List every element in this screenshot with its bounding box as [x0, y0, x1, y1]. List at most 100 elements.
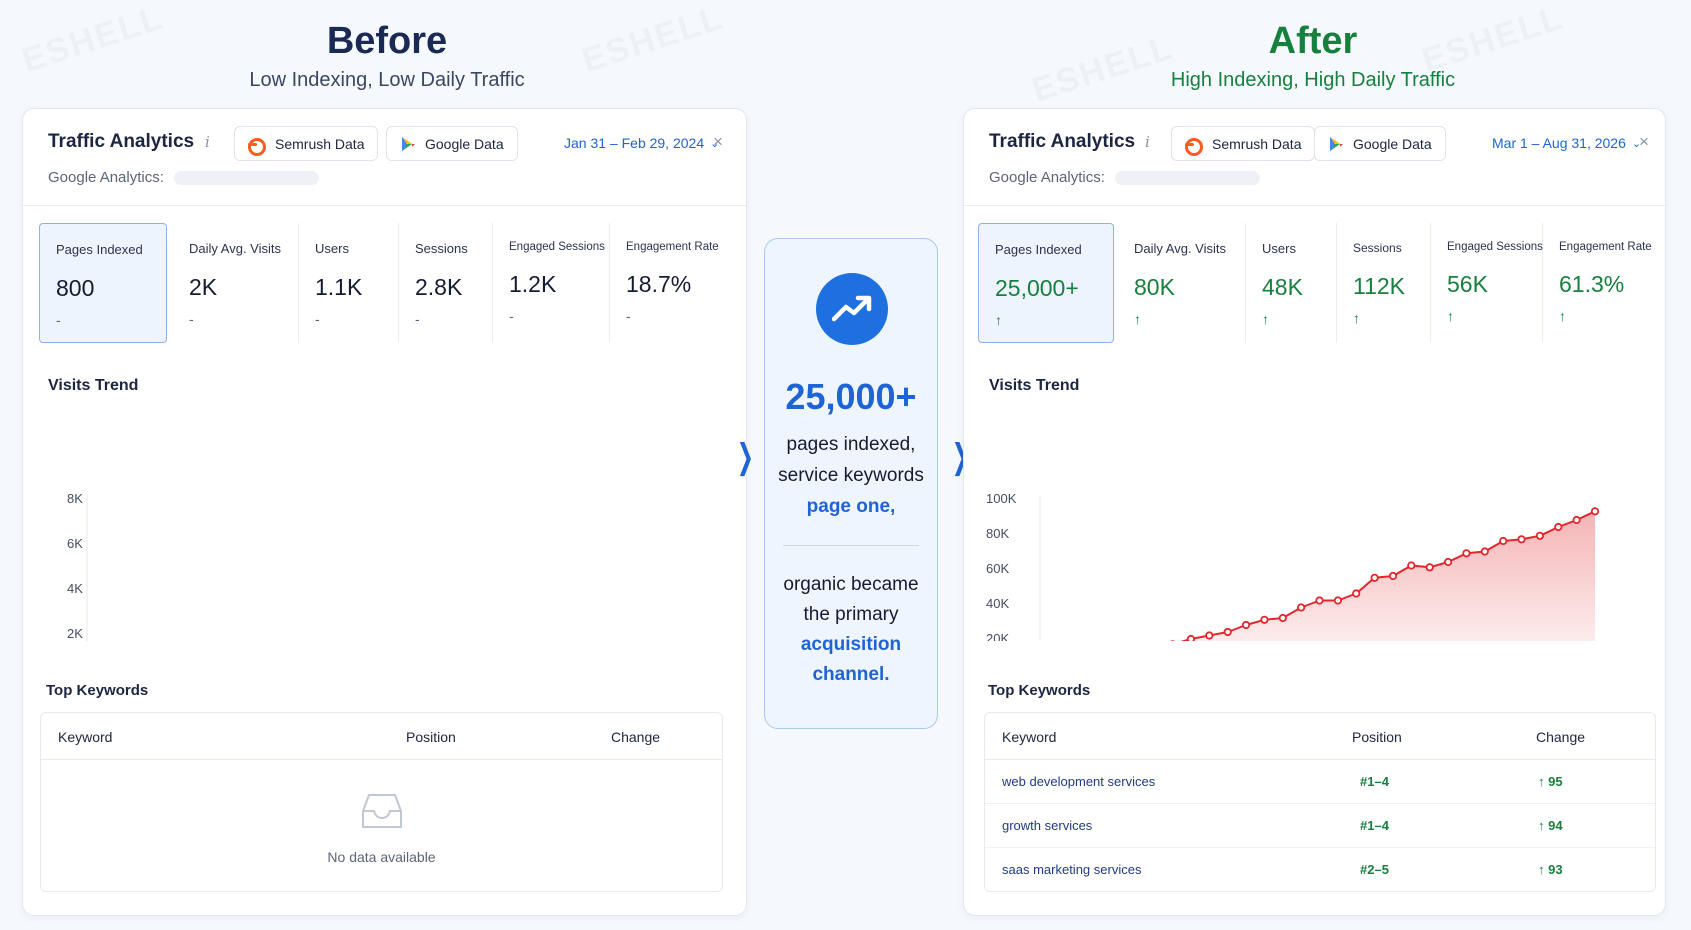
- metric-value: 2.8K: [415, 274, 463, 300]
- metric-daily-visits[interactable]: Daily Avg. Visits 80K ↑: [1114, 223, 1246, 343]
- data-point: [1480, 547, 1489, 556]
- top-keywords-title: Top Keywords: [988, 682, 1091, 699]
- summary-highlight: acquisition: [800, 634, 902, 655]
- summary-line: organic became: [783, 574, 919, 595]
- metric-engaged-sessions[interactable]: Engaged Sessions 56K ↑: [1431, 223, 1543, 343]
- metric-value: 1.1K: [315, 274, 363, 300]
- date-range-label: Jan 31 – Feb 29, 2024: [564, 135, 705, 151]
- after-analytics-panel: Traffic Analytics i Semrush Data Google …: [963, 108, 1666, 916]
- google-data-button[interactable]: Google Data: [386, 126, 518, 161]
- close-icon[interactable]: ×: [713, 132, 723, 151]
- metric-engagement-rate[interactable]: Engagement Rate 18.7% -: [610, 223, 728, 343]
- metric-pages-indexed[interactable]: Pages Indexed 800 -: [39, 223, 167, 343]
- summary-line: acquisition: [765, 629, 937, 660]
- chevron-down-icon: ⌄: [710, 137, 720, 150]
- semrush-data-button[interactable]: Semrush Data: [234, 126, 379, 161]
- metric-value: 112K: [1353, 273, 1406, 299]
- empty-state-text: No data available: [327, 849, 436, 865]
- metric-daily-visits[interactable]: Daily Avg. Visits 2K -: [167, 223, 299, 343]
- metric-engaged-sessions[interactable]: Engaged Sessions 1.2K -: [493, 223, 610, 343]
- data-point: [1205, 631, 1214, 640]
- data-point: [1315, 596, 1324, 605]
- column-keyword: Keyword: [58, 729, 113, 745]
- data-point: [1333, 596, 1342, 605]
- table-row[interactable]: saas marketing services #2–5 ↑ 93: [985, 848, 1655, 892]
- y-tick-label: 60K: [986, 561, 1009, 576]
- metric-trend: ↑: [1447, 308, 1454, 324]
- metric-users[interactable]: Users 48K ↑: [1246, 223, 1337, 343]
- summary-highlight: page one,: [806, 496, 896, 517]
- metric-label: Daily Avg. Visits: [1134, 241, 1227, 256]
- metric-trend: -: [626, 308, 631, 324]
- y-tick-label: 2K: [67, 626, 83, 641]
- metric-label: Daily Avg. Visits: [189, 241, 282, 256]
- ga-account-redacted: [173, 170, 319, 185]
- metrics-row: Pages Indexed 800 - Daily Avg. Visits 2K…: [39, 223, 728, 343]
- metric-value: 1.2K: [509, 271, 557, 297]
- keyword-cell: web development services: [1002, 774, 1156, 789]
- column-position: Position: [406, 729, 456, 745]
- y-tick-label: 6K: [67, 536, 83, 551]
- panel-title: Traffic Analytics: [989, 131, 1136, 152]
- semrush-data-button[interactable]: Semrush Data: [1171, 126, 1316, 161]
- metric-value: 25,000+: [995, 275, 1079, 301]
- metric-value: 2K: [189, 274, 218, 300]
- metric-users[interactable]: Users 1.1K -: [299, 223, 399, 343]
- data-point: [1572, 515, 1581, 525]
- date-range-selector[interactable]: Mar 1 – Aug 31, 2026 ⌄: [1492, 135, 1641, 151]
- metric-trend: ↑: [1134, 311, 1141, 327]
- google-data-button[interactable]: Google Data: [1314, 126, 1446, 161]
- metric-trend: ↑: [1353, 310, 1360, 326]
- summary-line: pages indexed,: [786, 434, 916, 455]
- ga-account-redacted: [1114, 170, 1260, 185]
- before-title: Before: [326, 20, 448, 62]
- after-subtitle: High Indexing, High Daily Traffic: [1170, 69, 1456, 91]
- keywords-table-header: Keyword Position Change: [41, 713, 722, 760]
- after-title: After: [1268, 20, 1358, 62]
- divider: [783, 545, 919, 546]
- area-fill: [1183, 511, 1595, 641]
- metric-trend: ↑: [1262, 311, 1269, 327]
- data-point: [1370, 573, 1379, 582]
- data-point: [1425, 563, 1434, 572]
- semrush-data-label: Semrush Data: [275, 135, 365, 152]
- column-position: Position: [1352, 729, 1402, 745]
- data-point: [1443, 557, 1453, 567]
- table-row[interactable]: growth services #1–4 ↑ 94: [985, 804, 1655, 848]
- date-range-selector[interactable]: Jan 31 – Feb 29, 2024 ⌄: [564, 135, 719, 151]
- keywords-table-header: Keyword Position Change: [985, 713, 1655, 760]
- semrush-data-label: Semrush Data: [1212, 135, 1302, 152]
- column-change: Change: [611, 729, 661, 745]
- y-tick-label: 100K: [986, 491, 1017, 506]
- info-icon[interactable]: i: [1145, 133, 1150, 151]
- data-point: [1590, 507, 1600, 516]
- panel-header: Traffic Analytics i Semrush Data Google …: [23, 109, 746, 206]
- visits-trend-chart: 8K6K4K2K0Jan 31Feb 5Feb 10Feb 15Feb 20Fe…: [67, 491, 88, 641]
- metric-sessions[interactable]: Sessions 112K ↑: [1337, 223, 1431, 343]
- data-point: [1462, 549, 1471, 558]
- data-point: [1388, 571, 1398, 581]
- position-cell: #1–4: [1360, 774, 1389, 789]
- metric-engagement-rate[interactable]: Engagement Rate 61.3% ↑: [1543, 223, 1655, 343]
- metric-sessions[interactable]: Sessions 2.8K -: [399, 223, 493, 343]
- metric-trend: ↑: [1559, 308, 1566, 324]
- data-point: [1296, 603, 1306, 612]
- metric-trend: ↑: [995, 312, 1002, 328]
- data-point: [1554, 522, 1563, 532]
- metric-label: Engagement Rate: [626, 241, 719, 253]
- keywords-table: Keyword Position Change No data availabl…: [40, 712, 723, 892]
- keyword-cell: saas marketing services: [1002, 862, 1142, 877]
- ga-label: Google Analytics:: [989, 169, 1105, 186]
- y-tick-label: 8K: [67, 491, 83, 506]
- info-icon[interactable]: i: [205, 133, 210, 151]
- metric-pages-indexed[interactable]: Pages Indexed 25,000+ ↑: [978, 223, 1114, 343]
- summary-line: page one,: [765, 491, 937, 522]
- metric-label: Users: [315, 241, 349, 256]
- google-data-icon: [402, 136, 415, 151]
- summary-line: service keywords: [778, 465, 924, 486]
- close-icon[interactable]: ×: [1639, 132, 1649, 151]
- google-data-label: Google Data: [1353, 135, 1432, 152]
- table-row[interactable]: web development services #1–4 ↑ 95: [985, 760, 1655, 804]
- change-cell: ↑ 94: [1538, 818, 1563, 833]
- column-keyword: Keyword: [1002, 729, 1057, 745]
